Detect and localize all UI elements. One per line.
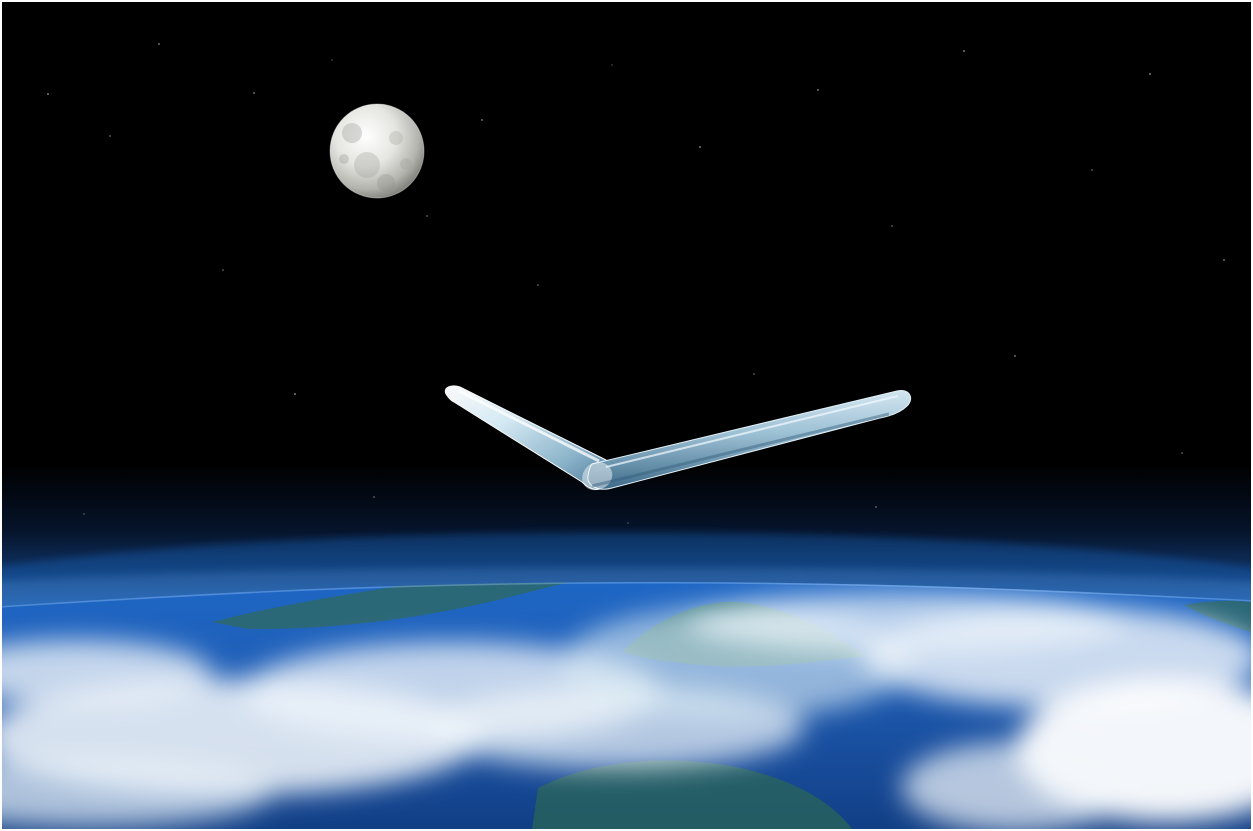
v-shaped-flying-wing [444,385,912,491]
cloud-layer [2,592,1251,829]
moon [329,103,425,199]
star-field [47,43,1225,524]
earth-horizon [2,582,1251,829]
